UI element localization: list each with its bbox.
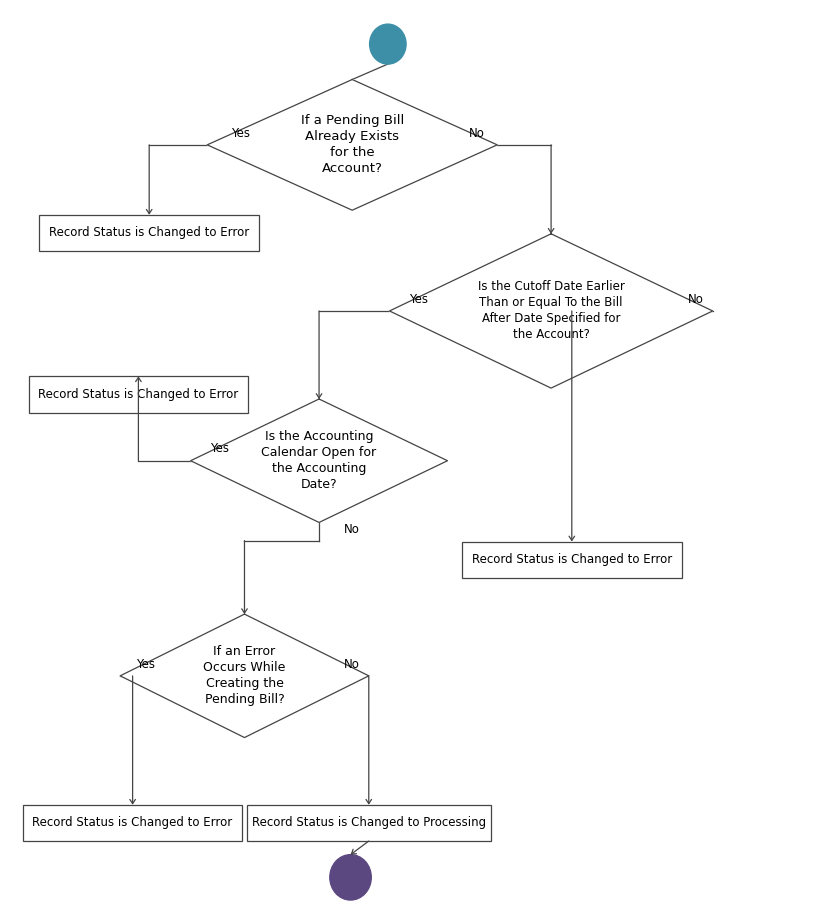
Polygon shape <box>389 234 711 388</box>
FancyBboxPatch shape <box>39 214 258 251</box>
Text: No: No <box>344 658 359 671</box>
FancyBboxPatch shape <box>28 376 248 412</box>
Text: Yes: Yes <box>231 126 249 139</box>
Text: If an Error
Occurs While
Creating the
Pending Bill?: If an Error Occurs While Creating the Pe… <box>203 646 285 706</box>
FancyBboxPatch shape <box>247 805 491 841</box>
Circle shape <box>329 855 371 900</box>
Text: Record Status is Changed to Error: Record Status is Changed to Error <box>49 226 249 239</box>
Polygon shape <box>207 80 497 210</box>
Circle shape <box>370 24 405 64</box>
Text: Is the Accounting
Calendar Open for
the Accounting
Date?: Is the Accounting Calendar Open for the … <box>261 431 376 491</box>
Text: Is the Cutoff Date Earlier
Than or Equal To the Bill
After Date Specified for
th: Is the Cutoff Date Earlier Than or Equal… <box>477 280 624 342</box>
Text: Yes: Yes <box>409 292 427 306</box>
Polygon shape <box>191 399 447 522</box>
Text: Yes: Yes <box>135 658 155 671</box>
Text: Record Status is Changed to Error: Record Status is Changed to Error <box>472 553 671 566</box>
Text: Record Status is Changed to Processing: Record Status is Changed to Processing <box>252 816 485 829</box>
Text: No: No <box>687 292 703 306</box>
Text: No: No <box>344 523 359 536</box>
Text: Yes: Yes <box>210 442 229 455</box>
FancyBboxPatch shape <box>23 805 242 841</box>
Text: If a Pending Bill
Already Exists
for the
Account?: If a Pending Bill Already Exists for the… <box>300 114 403 175</box>
Text: Record Status is Changed to Error: Record Status is Changed to Error <box>38 388 238 401</box>
Text: Record Status is Changed to Error: Record Status is Changed to Error <box>33 816 232 829</box>
Text: No: No <box>468 126 484 139</box>
Polygon shape <box>120 614 369 737</box>
FancyBboxPatch shape <box>461 541 681 578</box>
